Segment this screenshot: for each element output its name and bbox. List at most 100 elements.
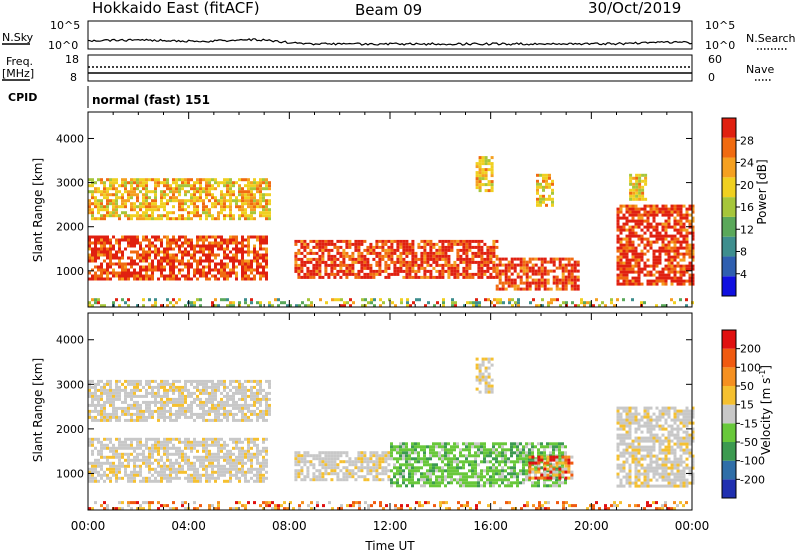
power-echo-cell: [450, 272, 454, 276]
velocity-echo-cell: [405, 448, 408, 452]
velocity-echo-cell: [453, 454, 456, 458]
velocity-echo-cell: [247, 440, 250, 444]
power-echo-cell: [634, 255, 638, 259]
velocity-echo-cell: [199, 476, 202, 480]
velocity-echo-cell: [211, 458, 214, 462]
power-echo-cell: [265, 184, 268, 188]
power-echo-cell: [625, 246, 629, 250]
velocity-echo-cell: [154, 379, 157, 383]
velocity-echo-cell: [175, 403, 178, 407]
velocity-echo-cell: [259, 382, 262, 386]
velocity-echo-cell: [100, 385, 103, 389]
freq-tick-bottom: 8: [70, 71, 77, 84]
power-echo-cell: [429, 272, 433, 276]
velocity-echo-cell: [145, 409, 148, 413]
power-echo-cell: [172, 196, 175, 200]
power-echo-cell: [513, 263, 517, 267]
power-echo-cell: [259, 304, 262, 308]
velocity-echo-cell: [345, 472, 349, 476]
velocity-echo-cell: [375, 478, 379, 482]
power-echo-cell: [357, 254, 361, 258]
velocity-echo-cell: [163, 379, 166, 383]
power-echo-cell: [545, 185, 548, 189]
velocity-echo-cell: [294, 469, 298, 473]
power-echo-cell: [567, 263, 571, 267]
power-echo-cell: [477, 248, 481, 252]
power-echo-cell: [646, 264, 650, 268]
power-echo-cell: [489, 245, 493, 249]
velocity-echo-cell: [459, 478, 462, 482]
power-echo-cell: [551, 191, 554, 195]
power-echo-cell: [387, 272, 391, 276]
power-echo-cell: [136, 271, 139, 275]
power-echo-cell: [558, 266, 562, 270]
power-echo-cell: [343, 301, 346, 305]
velocity-echo-cell: [489, 466, 492, 470]
velocity-echo-cell: [253, 403, 256, 407]
power-echo-cell: [187, 190, 190, 194]
velocity-echo-cell: [324, 472, 328, 476]
velocity-echo-cell: [268, 406, 271, 410]
power-echo-cell: [157, 253, 160, 257]
velocity-echo-cell: [483, 460, 486, 464]
power-echo-cell: [622, 249, 626, 253]
power-echo-cell: [393, 266, 397, 270]
power-echo-cell: [327, 254, 331, 258]
power-echo-cell: [631, 216, 635, 220]
velocity-echo-cell: [256, 382, 259, 386]
velocity-echo-cell: [477, 454, 480, 458]
velocity-echo-cell: [420, 448, 423, 452]
velocity-echo-cell: [259, 461, 262, 465]
power-echo-cell: [676, 246, 680, 250]
power-echo-cell: [628, 267, 632, 271]
velocity-echo-cell: [121, 440, 124, 444]
velocity-echo-cell: [333, 451, 337, 455]
velocity-echo-cell: [205, 409, 208, 413]
velocity-echo-cell: [211, 397, 214, 401]
power-echo-cell: [253, 196, 256, 200]
power-echo-cell: [447, 272, 451, 276]
power-echo-cell: [247, 274, 250, 278]
velocity-echo-cell: [315, 454, 319, 458]
velocity-echo-cell: [477, 442, 480, 446]
velocity-echo-cell: [142, 476, 145, 480]
power-echo-cell: [649, 234, 653, 238]
velocity-echo-cell: [232, 473, 235, 477]
velocity-echo-cell: [124, 391, 127, 395]
power-echo-cell: [628, 246, 632, 250]
power-echo-cell: [548, 176, 551, 180]
power-echo-cell: [244, 184, 247, 188]
velocity-echo-cell: [372, 475, 376, 479]
power-echo-cell: [394, 304, 397, 308]
velocity-echo-cell: [480, 475, 483, 479]
power-echo-cell: [133, 181, 136, 185]
power-echo-cell: [103, 241, 106, 245]
power-echo-cell: [646, 243, 650, 247]
power-echo-cell: [229, 259, 232, 263]
velocity-echo-cell: [223, 415, 226, 419]
power-echo-cell: [301, 301, 304, 305]
power-echo-cell: [622, 252, 626, 256]
power-echo-cell: [184, 184, 187, 188]
power-echo-cell: [685, 243, 689, 247]
power-echo-cell: [109, 181, 112, 185]
power-echo-cell: [199, 178, 202, 182]
power-echo-cell: [640, 258, 644, 262]
power-echo-cell: [685, 213, 689, 217]
power-echo-cell: [196, 196, 199, 200]
power-echo-cell: [181, 256, 184, 260]
power-echo-cell: [531, 281, 535, 285]
power-echo-cell: [477, 239, 481, 243]
power-echo-cell: [504, 278, 508, 282]
power-echo-cell: [549, 287, 553, 291]
power-echo-cell: [274, 298, 277, 302]
velocity-echo-cell: [262, 449, 265, 453]
power-echo-cell: [154, 178, 157, 182]
power-echo-cell: [169, 196, 172, 200]
power-echo-cell: [688, 207, 692, 211]
velocity-echo-cell: [232, 418, 235, 422]
velocity-echo-cell: [166, 400, 169, 404]
power-echo-cell: [673, 301, 676, 305]
power-echo-cell: [130, 259, 133, 263]
